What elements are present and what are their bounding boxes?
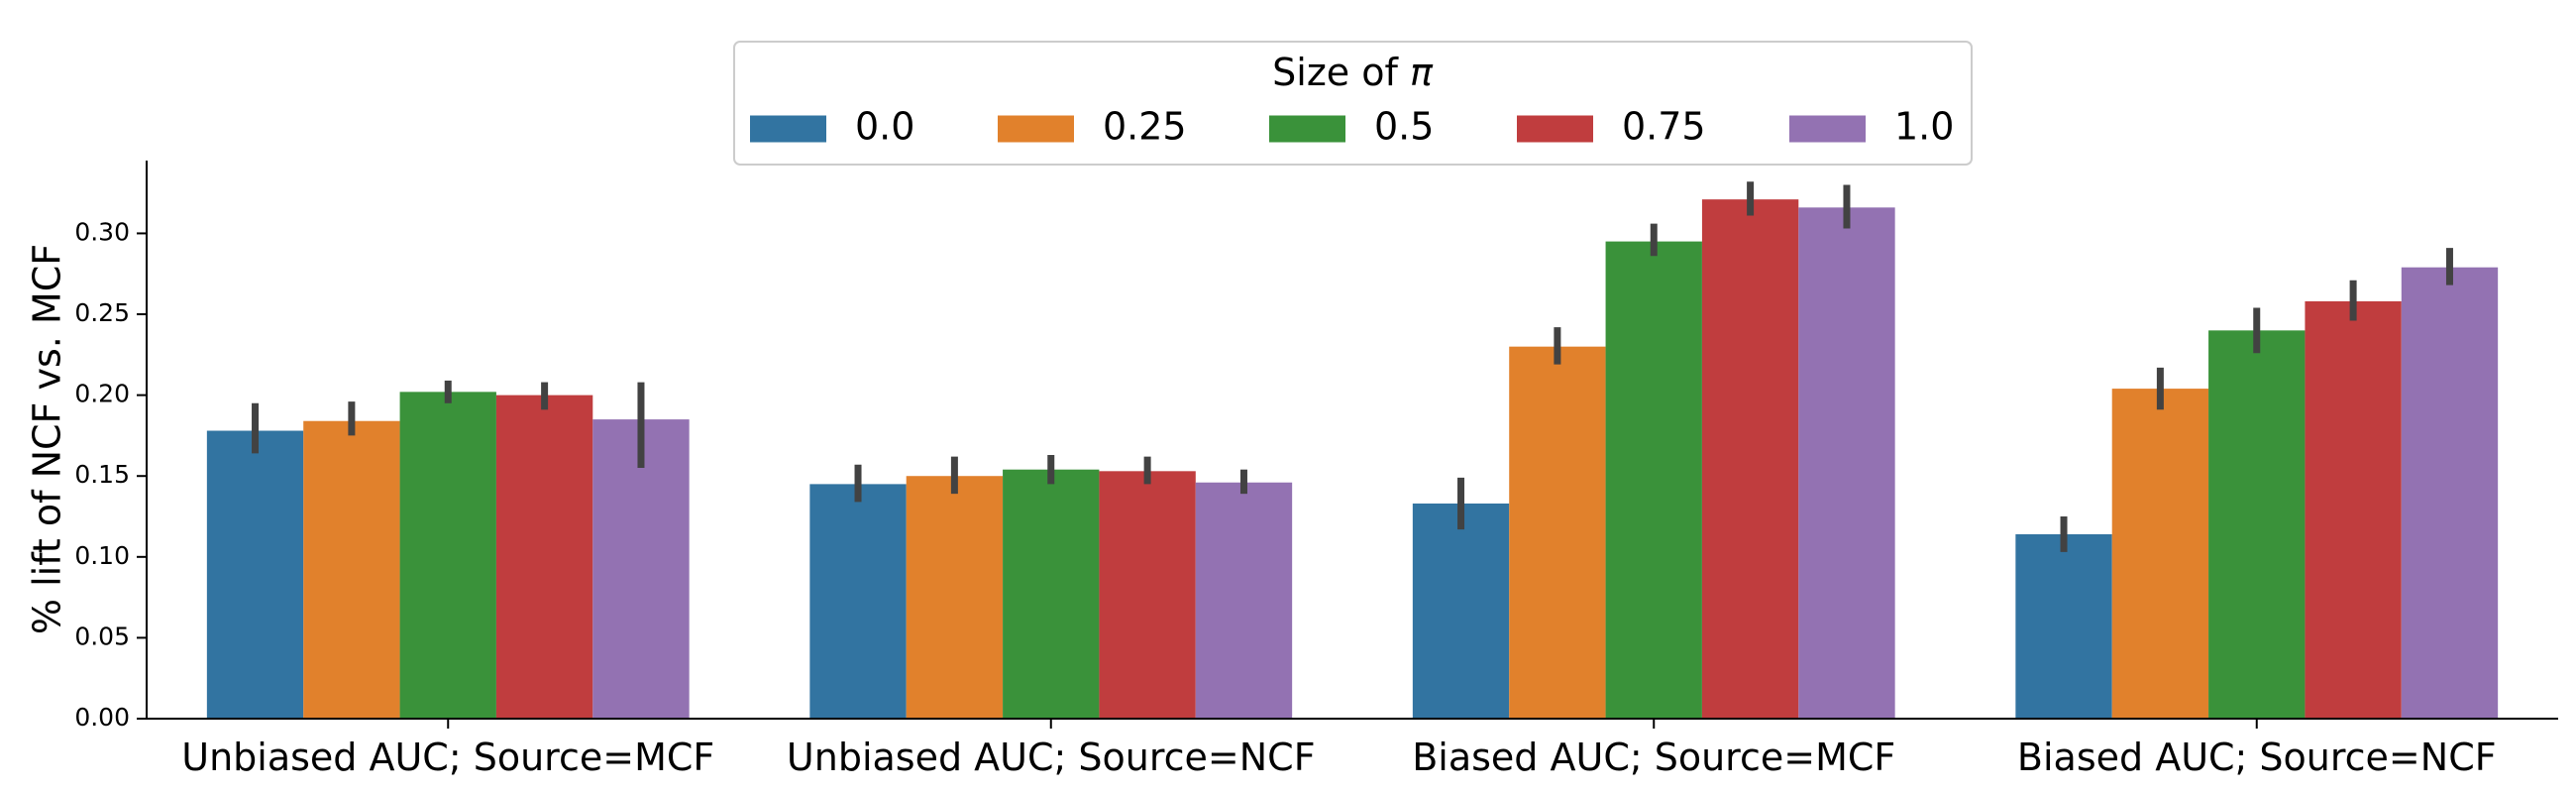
x-tick-label: Biased AUC; Source=NCF [2017,736,2497,779]
bar [809,484,907,719]
bar [592,419,690,719]
legend-swatch [1789,115,1866,143]
legend-entries: 0.0 0.25 0.5 0.75 1.0 [750,105,1954,149]
bar [1605,241,1702,719]
legend-title-text: Size of [1272,51,1410,94]
y-tick-label: 0.20 [74,380,130,408]
bar [1003,469,1100,719]
bar [206,430,304,719]
x-tick-label: Unbiased AUC; Source=NCF [787,736,1316,779]
bar [1195,482,1293,719]
legend-title: Size of π [1272,51,1434,94]
error-bars [252,181,2453,552]
bar [2401,267,2499,719]
x-ticks: Unbiased AUC; Source=MCF Unbiased AUC; So… [181,719,2497,779]
y-tick-label: 0.15 [74,460,130,489]
legend-label: 0.75 [1622,105,1706,149]
axes [146,161,2558,720]
y-axis-label: % lift of NCF vs. MCF [26,244,69,634]
legend-label: 0.5 [1374,105,1434,149]
legend-title-symbol: π [1410,51,1434,94]
y-tick-label: 0.10 [74,541,130,570]
legend-swatch [1517,115,1593,143]
legend-label: 0.25 [1103,105,1187,149]
legend-swatch [998,115,1074,143]
bar [1701,199,1799,719]
bar [2305,300,2402,719]
bar [1798,207,1895,719]
bar [1412,503,1510,719]
legend-label: 1.0 [1894,105,1954,149]
bar [1509,346,1606,719]
bar [2111,389,2209,719]
legend-swatch [750,115,826,143]
legend-label: 0.0 [855,105,914,149]
x-tick-label: Unbiased AUC; Source=MCF [181,736,714,779]
bar [2208,330,2306,719]
y-ticks: 0.00 0.05 0.10 0.15 0.20 0.25 0.30 [74,217,147,732]
y-tick-label: 0.05 [74,622,130,650]
y-tick-label: 0.00 [74,703,130,732]
legend: Size of π 0.0 0.25 0.5 0.75 1.0 [733,41,1973,166]
bar [495,395,593,719]
bar [2015,533,2112,719]
bars [206,199,2499,719]
bar [1099,471,1196,719]
x-tick-label: Biased AUC; Source=MCF [1412,736,1895,779]
y-tick-label: 0.25 [74,298,130,327]
bar [906,476,1004,719]
bar [303,420,400,719]
legend-swatch [1269,115,1345,143]
bar [399,392,496,719]
y-tick-label: 0.30 [74,217,130,246]
